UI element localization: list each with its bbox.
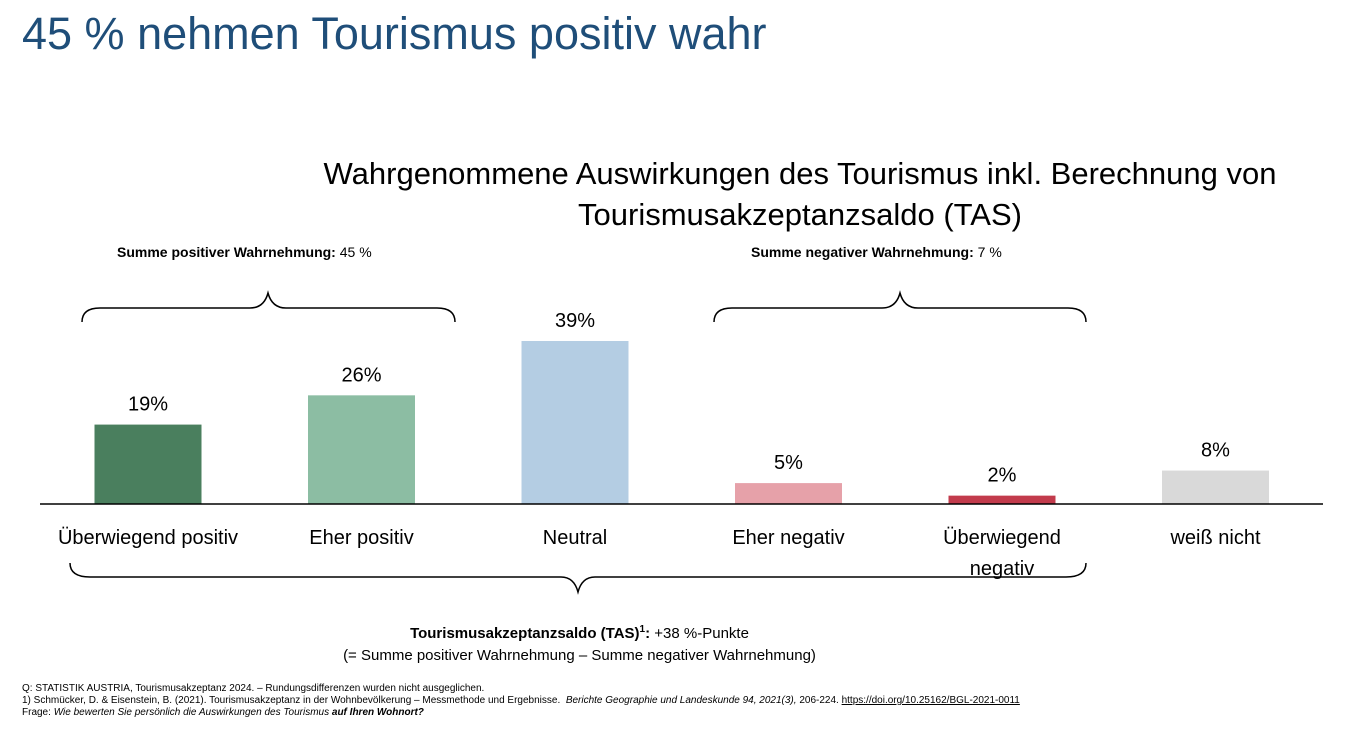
page-title: 45 % nehmen Tourismus positiv wahr	[22, 8, 767, 59]
tas-footnote-mark: 1	[639, 624, 646, 635]
bar-ueberwiegend-positiv	[94, 424, 202, 504]
tas-line: Tourismusakzeptanzsaldo (TAS)1: +38 %-Pu…	[0, 619, 1159, 645]
positive-bracket	[81, 290, 456, 323]
reference-link[interactable]: https://doi.org/10.25162/BGL-2021-0011	[841, 695, 1020, 706]
bar-neutral	[521, 341, 629, 504]
question-note: Frage: Wie bewerten Sie persönlich die A…	[22, 707, 1020, 719]
tas-value: +38 %-Punkte	[654, 625, 749, 642]
negative-sum-label: Summe negativer Wahrnehmung: 7 %	[751, 244, 1002, 260]
source-note: Q: STATISTIK AUSTRIA, Tourismusakzeptanz…	[22, 683, 485, 694]
positive-sum-text: Summe positiver Wahrnehmung:	[117, 244, 336, 260]
data-label-ueberwiegend-positiv: 19%	[128, 394, 168, 416]
category-label-eher-positiv: Eher positiv	[309, 527, 414, 549]
category-label-ueberwiegend-positiv: Überwiegend positiv	[58, 527, 238, 549]
reference-journal: Berichte Geographie und Landeskunde 94, …	[565, 695, 797, 706]
data-label-weiss-nicht: 8%	[1201, 440, 1230, 462]
tas-formula: (= Summe positiver Wahrnehmung – Summe n…	[343, 647, 816, 664]
question-label: Frage:	[22, 707, 51, 718]
bar-eher-negativ	[735, 483, 842, 504]
reference-text: 1) Schmücker, D. & Eisenstein, B. (2021)…	[22, 695, 561, 706]
reference-pages: 206-224.	[799, 695, 839, 706]
tas-bracket	[69, 562, 1087, 595]
bar-weiss-nicht	[1162, 470, 1269, 504]
footer-notes: Q: STATISTIK AUSTRIA, Tourismusakzeptanz…	[22, 683, 1020, 719]
question-text: Wie bewerten Sie persönlich die Auswirku…	[53, 707, 330, 718]
bar-eher-positiv	[308, 395, 415, 504]
question-emphasis: auf Ihren Wohnort?	[331, 707, 424, 718]
chart-title: Wahrgenommene Auswirkungen des Tourismus…	[323, 156, 1277, 232]
negative-bracket	[713, 290, 1087, 323]
tas-label: Tourismusakzeptanzsaldo (TAS)	[410, 625, 640, 642]
category-label-neutral: Neutral	[543, 527, 607, 549]
positive-sum-value: 45 %	[339, 244, 372, 260]
positive-sum-label: Summe positiver Wahrnehmung: 45 %	[117, 244, 372, 260]
data-label-neutral: 39%	[555, 310, 595, 332]
tas-colon: :	[645, 625, 651, 642]
category-label-weiss-nicht: weiß nicht	[1169, 527, 1260, 549]
negative-sum-text: Summe negativer Wahrnehmung:	[751, 244, 974, 260]
data-label-ueberwiegend-negativ: 2%	[988, 465, 1017, 487]
data-label-eher-positiv: 26%	[341, 364, 381, 386]
negative-sum-value: 7 %	[977, 244, 1002, 260]
bar-chart: 19% Überwiegend positiv 26% Eher positiv 39%…	[40, 290, 1323, 595]
tas-annotation: Tourismusakzeptanzsaldo (TAS)1: +38 %-Pu…	[0, 619, 1159, 667]
data-label-eher-negativ: 5%	[774, 452, 803, 474]
reference-note: 1) Schmücker, D. & Eisenstein, B. (2021)…	[22, 695, 1020, 707]
category-label-eher-negativ: Eher negativ	[732, 527, 844, 549]
category-label-ueberwiegend-negativ: Überwiegend negativ	[943, 527, 1061, 580]
bar-ueberwiegend-negativ	[948, 495, 1056, 504]
